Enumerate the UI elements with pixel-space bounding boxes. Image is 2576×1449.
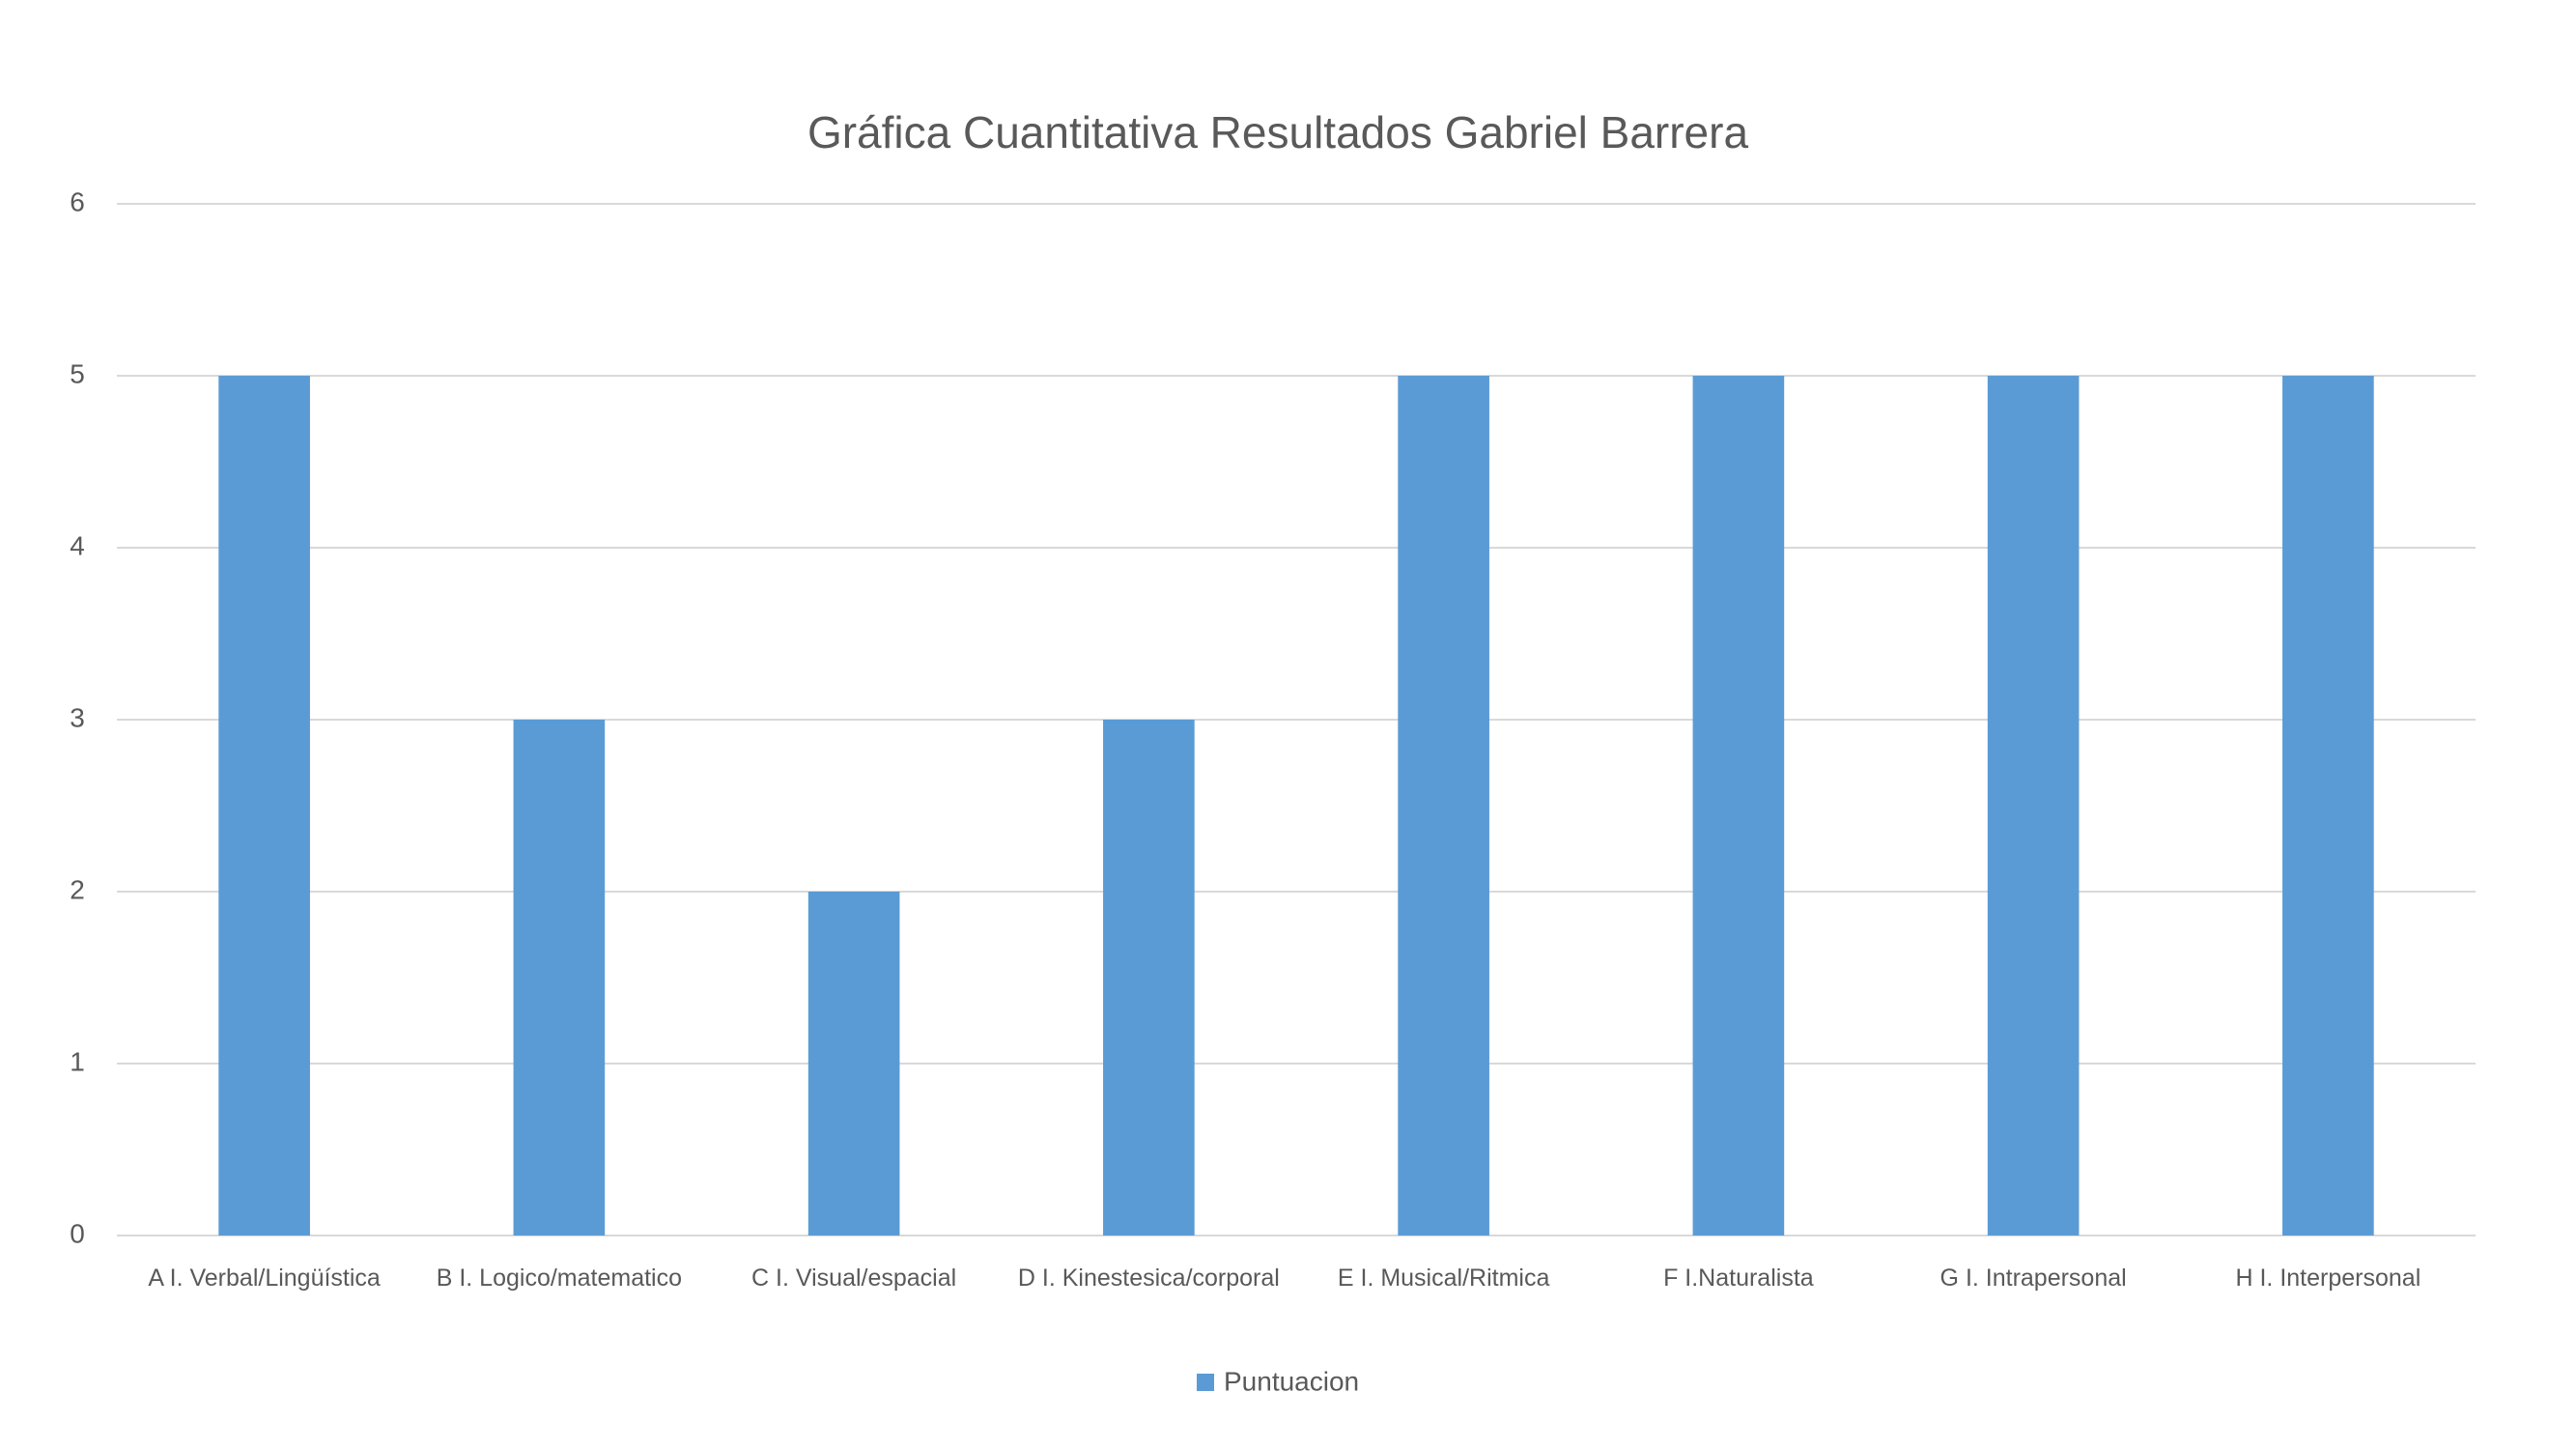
y-tick-label: 3 (70, 702, 85, 732)
y-tick-label: 6 (70, 186, 85, 216)
x-tick-label: F I.Naturalista (1663, 1264, 1814, 1292)
x-tick-label: B I. Logico/matematico (436, 1264, 683, 1292)
y-tick-label: 5 (70, 358, 85, 388)
legend-label: Puntuacion (1224, 1366, 1359, 1396)
x-tick-label: C I. Visual/espacial (751, 1264, 957, 1292)
y-tick-label: 4 (70, 530, 85, 560)
x-tick-label: A I. Verbal/Lingüística (148, 1264, 381, 1292)
x-tick-label: E I. Musical/Ritmica (1337, 1264, 1550, 1292)
bar (2282, 376, 2374, 1236)
y-tick-label: 0 (70, 1218, 85, 1248)
y-tick-label: 1 (70, 1046, 85, 1076)
legend-swatch (1197, 1374, 1214, 1391)
y-tick-label: 2 (70, 874, 85, 904)
x-tick-label: H I. Interpersonal (2235, 1264, 2421, 1292)
bar (1103, 720, 1195, 1236)
bar (513, 720, 606, 1236)
bar (218, 376, 310, 1236)
x-tick-label: G I. Intrapersonal (1939, 1264, 2127, 1292)
bar (1987, 376, 2080, 1236)
chart-title: Gráfica Cuantitativa Resultados Gabriel … (807, 107, 1749, 157)
bar (1692, 376, 1785, 1236)
bar (807, 892, 900, 1236)
bar (1398, 376, 1489, 1236)
x-tick-label: D I. Kinestesica/corporal (1017, 1264, 1280, 1292)
